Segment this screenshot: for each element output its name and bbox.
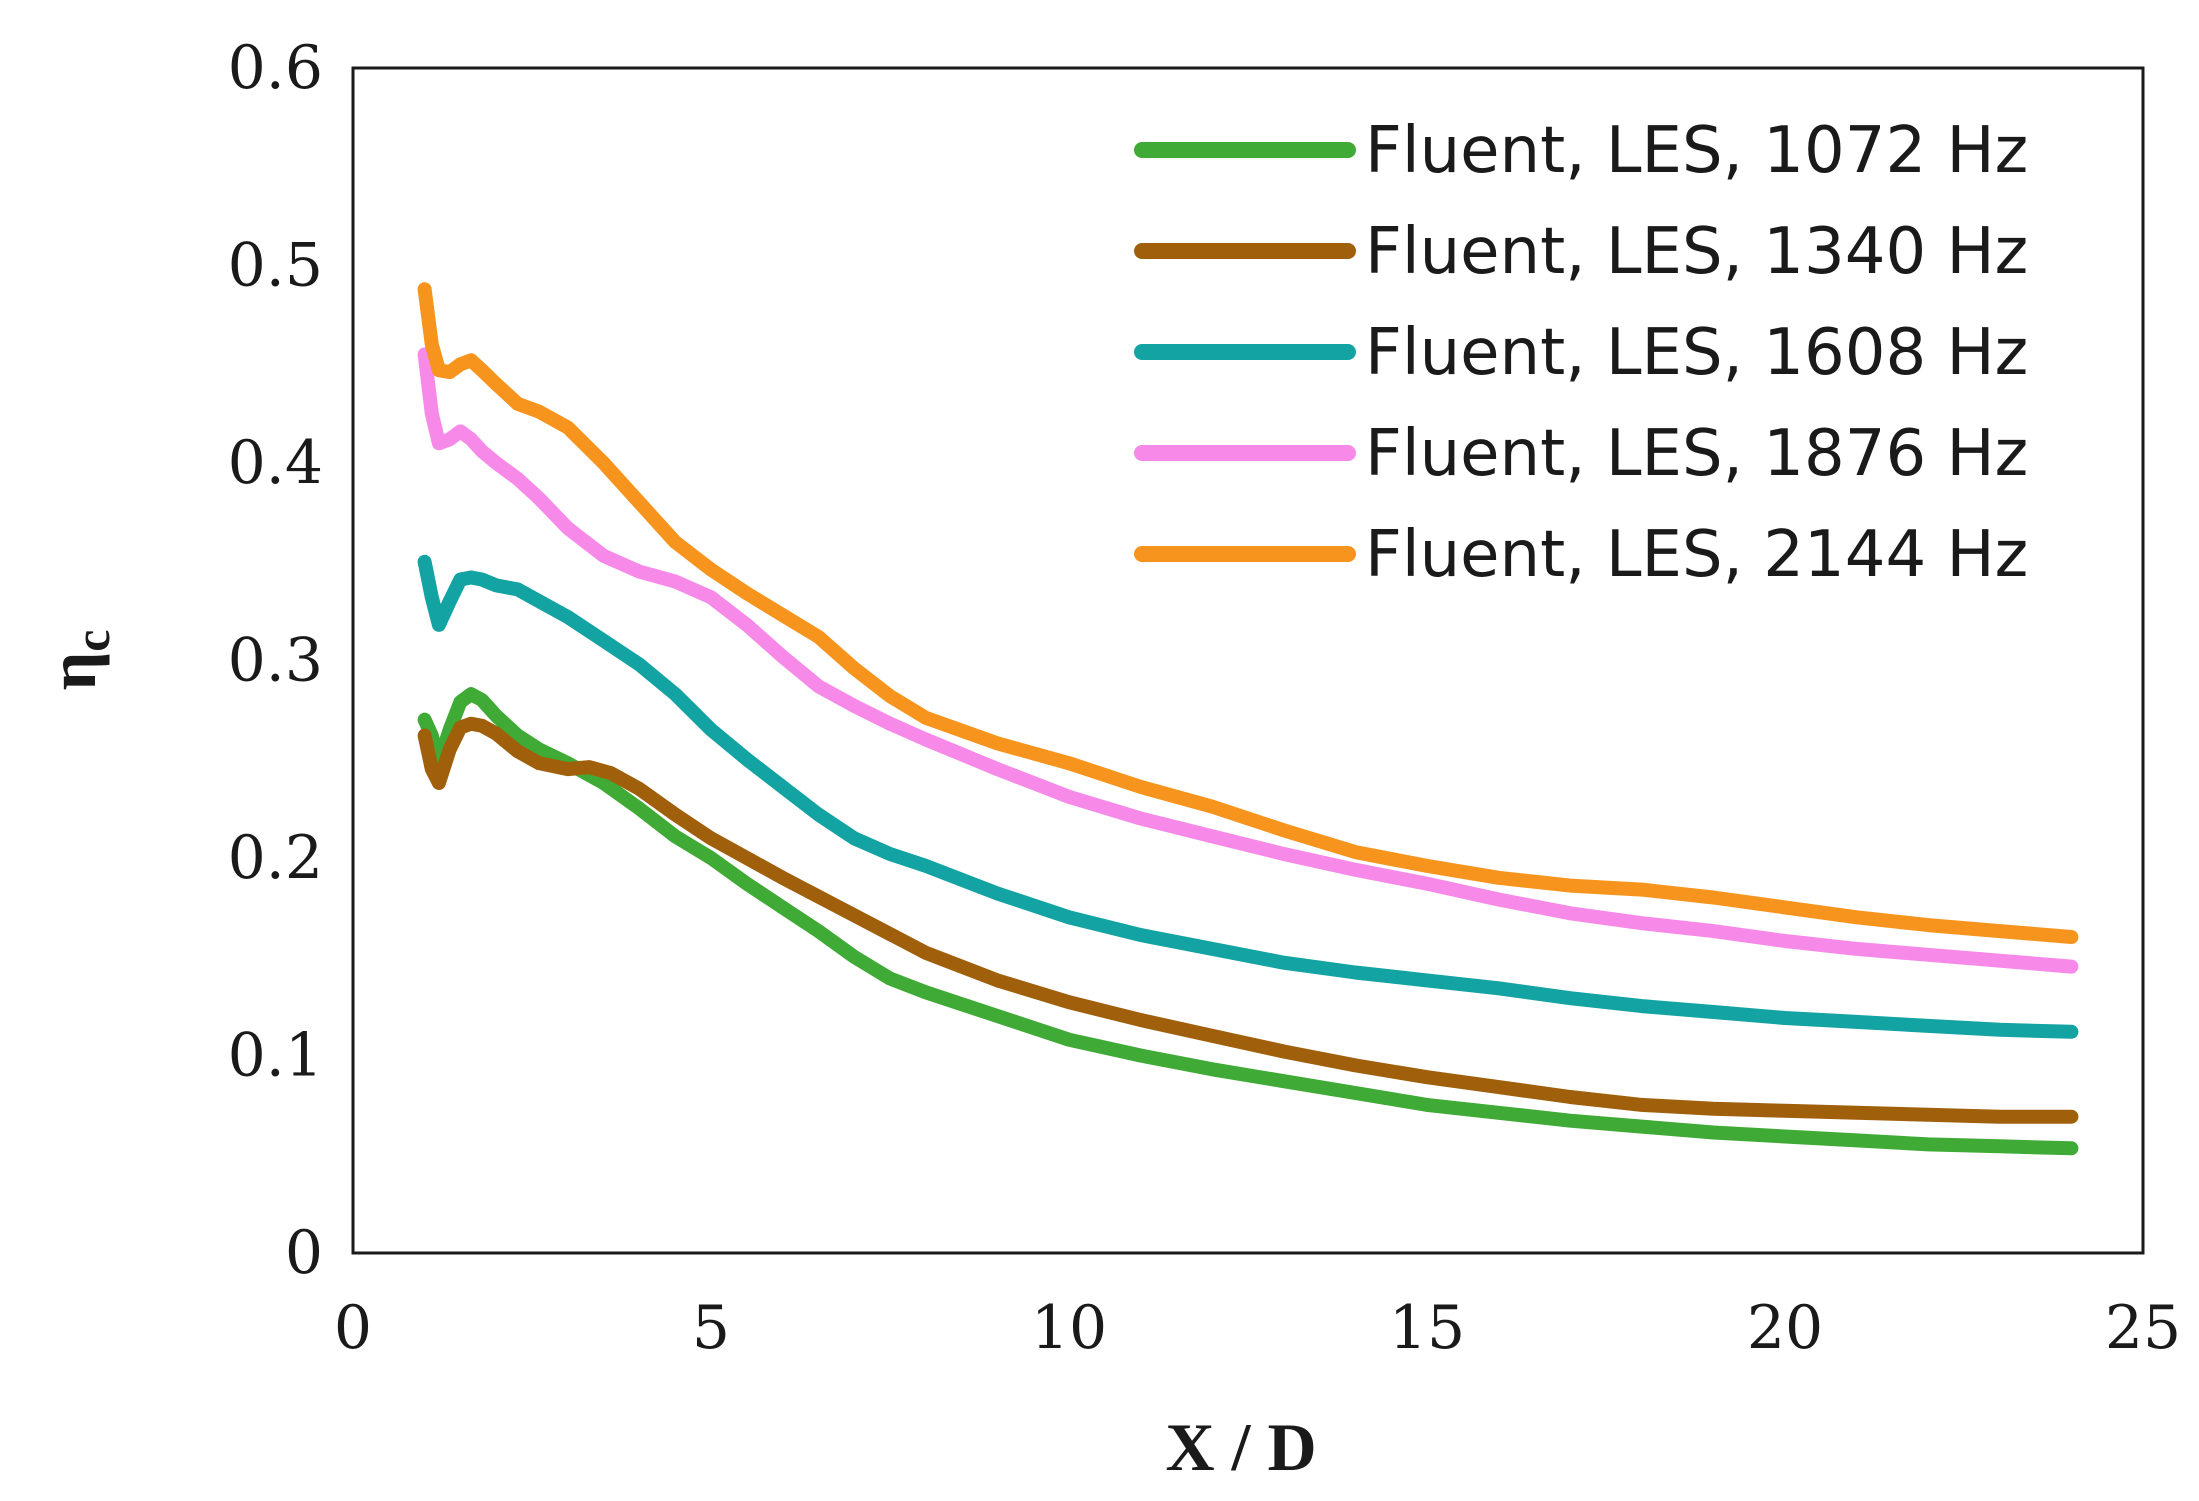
x-tick-label: 20	[1747, 1293, 1823, 1363]
plot-area	[351, 66, 2145, 1255]
legend-label-5: Fluent, LES, 2144 Hz	[1365, 518, 2028, 592]
x-tick-label: 15	[1389, 1293, 1465, 1363]
svg-text:ηc: ηc	[34, 630, 120, 691]
x-tick-label: 5	[692, 1293, 730, 1363]
legend-label-2: Fluent, LES, 1340 Hz	[1365, 215, 2028, 289]
series-line-3	[417, 554, 2079, 1039]
y-tick-label: 0.4	[228, 428, 323, 498]
x-tick-label: 0	[334, 1293, 372, 1363]
legend: Fluent, LES, 1072 Hz Fluent, LES, 1340 Hz…	[1134, 114, 2028, 592]
legend-label-3: Fluent, LES, 1608 Hz	[1365, 316, 2028, 390]
series-line-5	[417, 282, 2079, 944]
y-tick-label: 0.1	[228, 1021, 323, 1091]
x-axis-label: X / D	[1165, 1409, 1316, 1485]
series-line-2	[417, 716, 2079, 1124]
y-axis-label-subscript: c	[64, 630, 120, 652]
y-tick-label: 0	[285, 1218, 323, 1288]
series-line-4	[417, 347, 2079, 974]
x-tick-label: 25	[2105, 1293, 2181, 1363]
y-axis-ticks: 0 0.1 0.2 0.3 0.4 0.5 0.6	[228, 33, 323, 1288]
y-axis-label: ηc	[34, 630, 120, 691]
series-line-1	[417, 687, 2079, 1156]
y-tick-label: 0.5	[228, 231, 323, 301]
y-axis-label-main: η	[34, 652, 110, 691]
y-tick-label: 0.2	[228, 823, 323, 893]
legend-label-4: Fluent, LES, 1876 Hz	[1365, 417, 2028, 491]
x-axis-ticks: 0 5 10 15 20 25	[334, 1293, 2181, 1363]
x-tick-label: 10	[1031, 1293, 1107, 1363]
y-tick-label: 0.6	[228, 33, 323, 103]
legend-label-1: Fluent, LES, 1072 Hz	[1365, 114, 2028, 188]
series-layer	[417, 282, 2079, 1156]
y-tick-label: 0.3	[228, 626, 323, 696]
